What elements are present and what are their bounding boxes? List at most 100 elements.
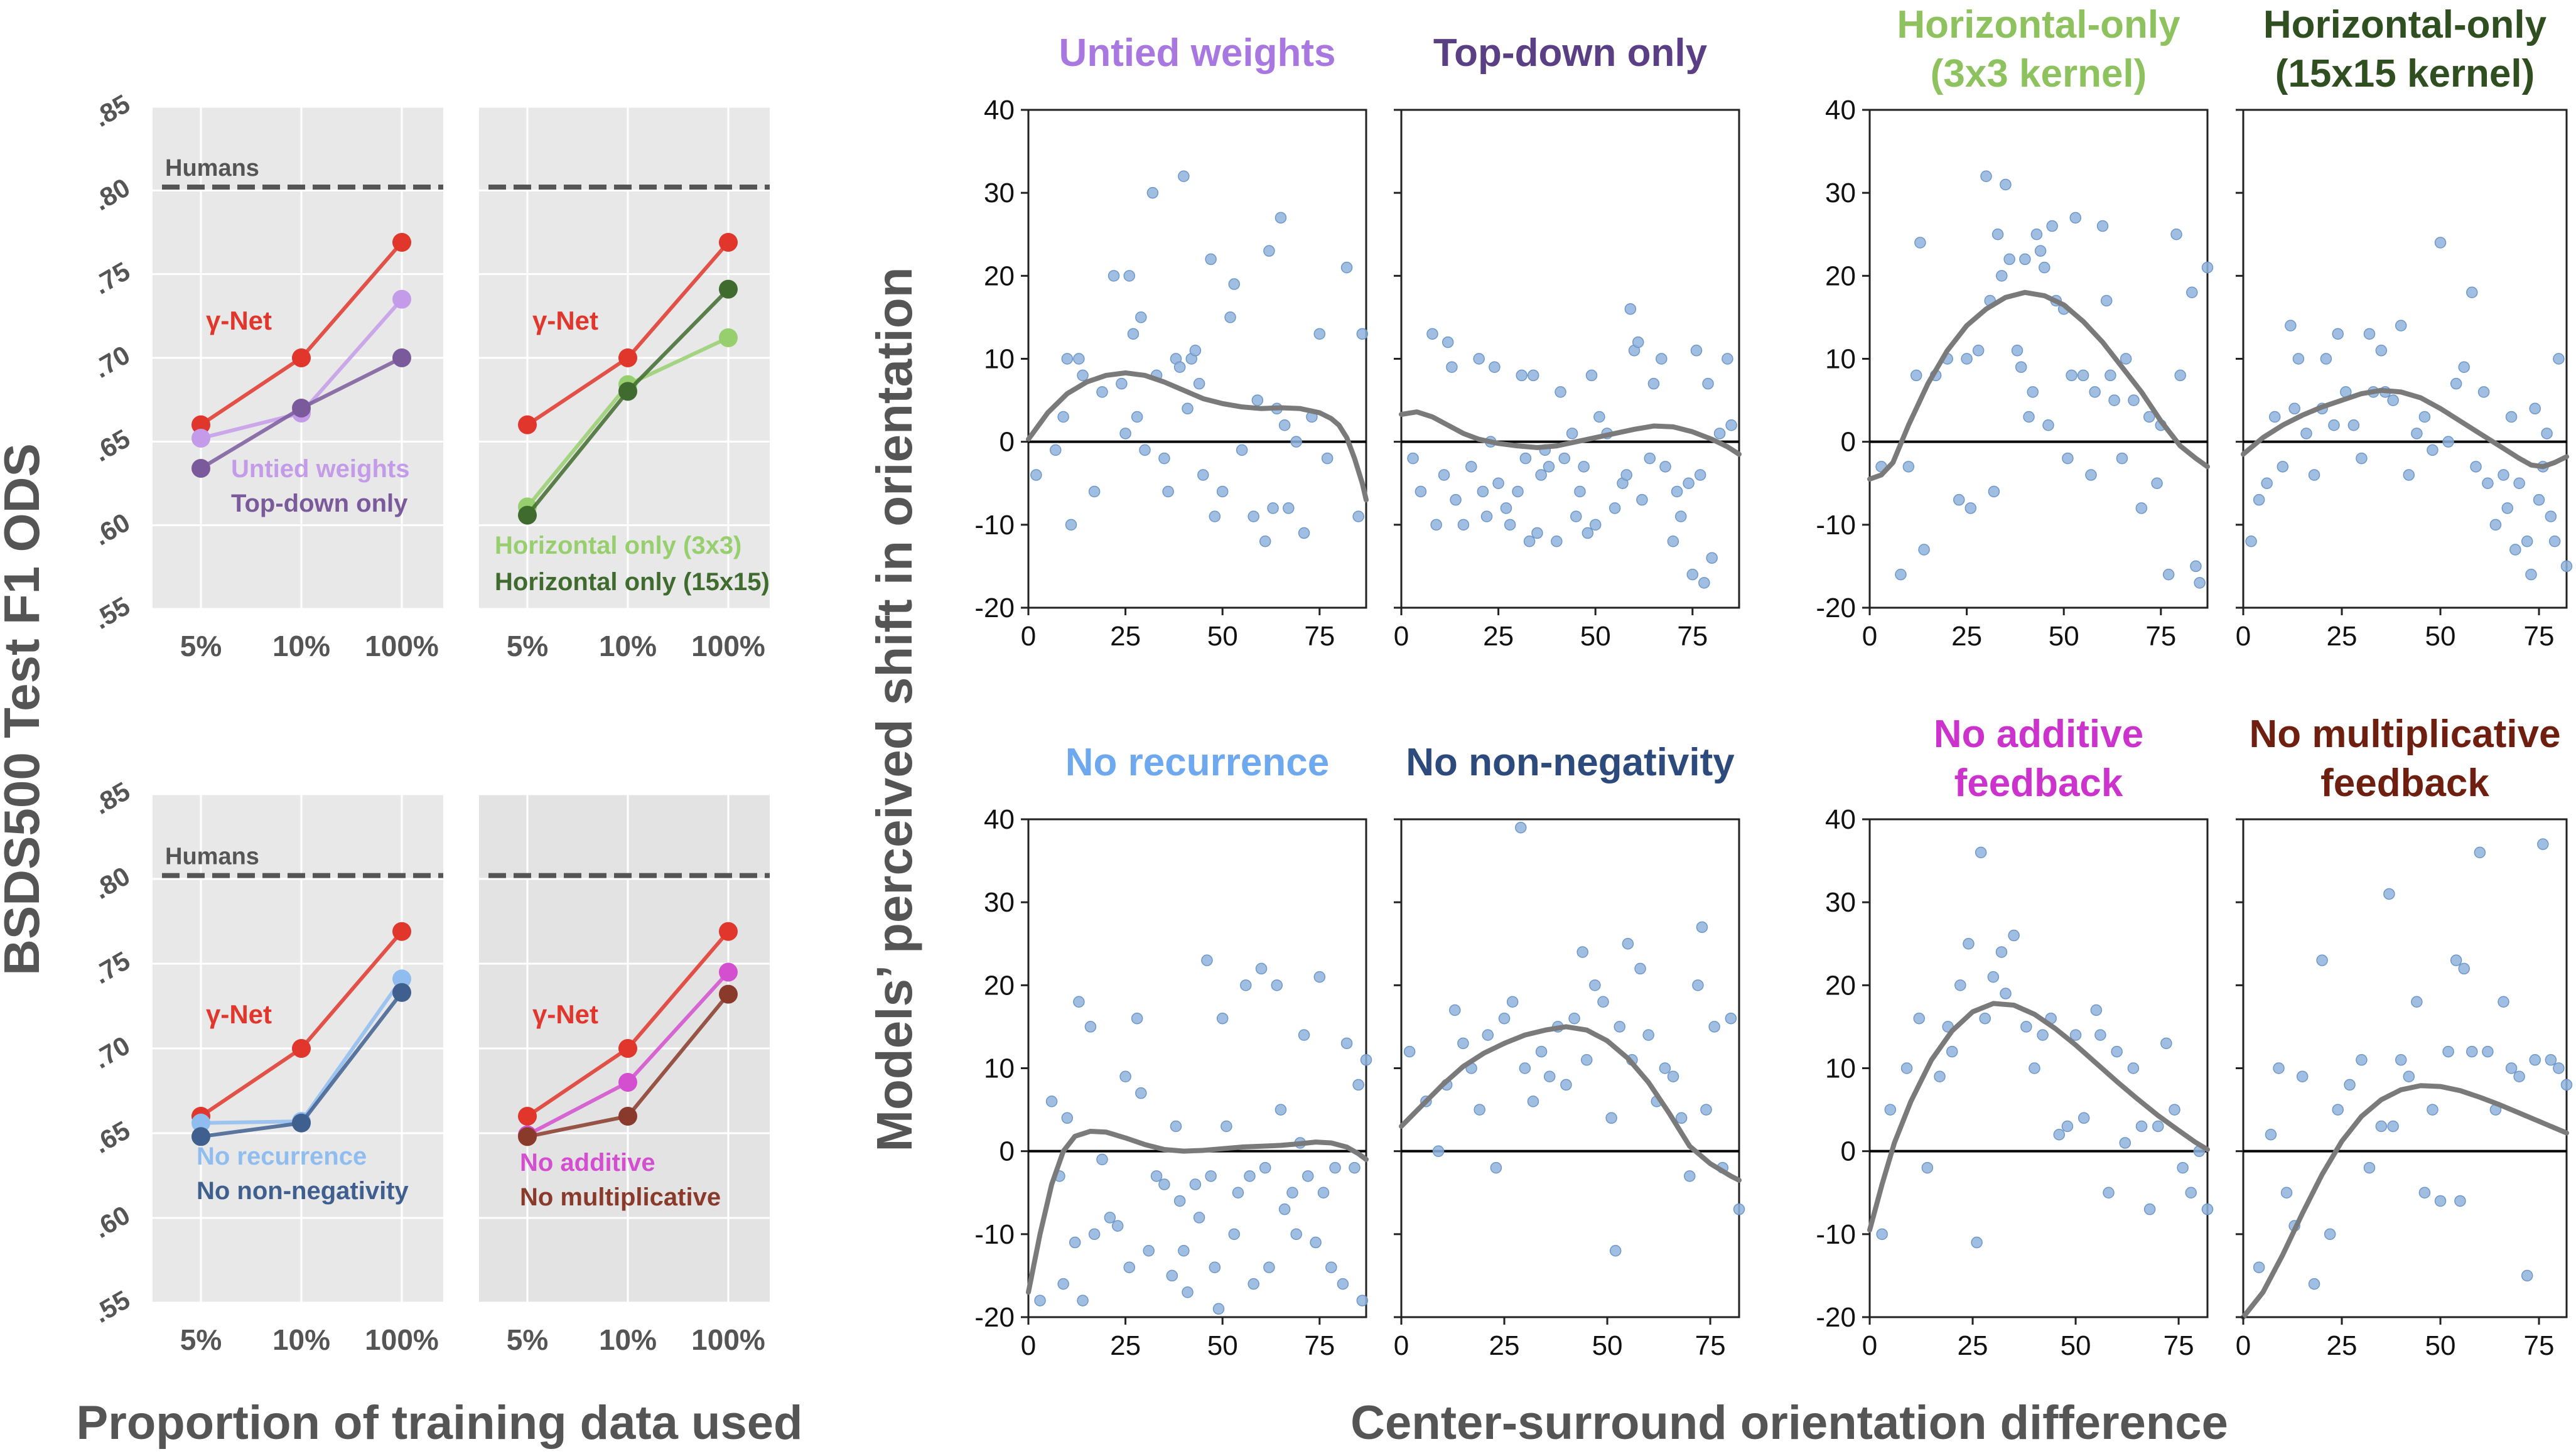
x-tick-label: 0 [1862,621,1877,652]
data-point [2116,452,2128,465]
data-point [1232,1187,1244,1198]
orientation-shift-charts: 0 25 50 75 -20 -10 0 10 20 30 40 Untied weights 0 25 5… [974,3,2573,1361]
y-tick-label: 0 [1841,427,1856,458]
humans-label: Humans [165,155,259,181]
data-point [1088,485,1101,498]
data-point [1482,1029,1494,1041]
data-point [2466,286,2478,299]
data-point [1360,1054,1372,1066]
y-tick-label: 30 [1825,887,1856,918]
series-point [518,505,537,525]
data-point [1696,921,1708,934]
data-point [1107,270,1120,282]
series-label: Horizontal only (15x15) [495,568,770,596]
data-point [1050,444,1062,456]
y-tick-label: .85 [89,89,135,132]
data-point [2000,988,2012,999]
data-point [1212,1303,1225,1315]
data-point [2162,568,2175,581]
data-point [1954,979,1966,991]
data-point [1119,428,1131,439]
left-x-axis-label: Proportion of training data used [77,1396,803,1450]
data-point [1535,1045,1548,1058]
data-point [2418,411,2431,423]
data-point [2442,1045,2454,1058]
y-tick-label: -10 [1816,510,1856,541]
data-point [2185,1187,2197,1198]
x-tick-label: 25 [1958,1330,1988,1361]
data-point [1438,469,1450,481]
data-point [1278,1203,1291,1215]
x-tick-label: 50 [1580,621,1611,652]
data-point [1684,1170,1696,1182]
x-tick-label: 50 [1207,621,1238,652]
data-point [1189,1178,1202,1190]
data-point [2029,1062,2040,1074]
data-point [2498,469,2509,481]
y-tick-label: 10 [1825,344,1856,375]
data-point [1045,1096,1058,1107]
data-point [1656,353,1668,365]
data-point [1490,1161,1502,1174]
data-point [1321,452,1334,465]
data-point [1197,469,1209,481]
data-point [2320,353,2332,365]
x-tick-label: 25 [2327,621,2358,652]
data-point [2003,253,2015,266]
data-point [2085,469,2097,481]
data-point [2039,261,2051,274]
data-point [1337,1278,1349,1290]
x-tick-label: 75 [1677,621,1708,652]
x-tick-label: 0 [2236,1330,2251,1361]
data-point [2135,1120,2148,1133]
data-point [1236,444,1248,456]
data-point [1442,336,1454,348]
x-tick-label: 10% [599,630,657,662]
data-point [1313,971,1326,983]
y-tick-label: 40 [1825,804,1856,835]
data-point [1034,1295,1046,1306]
data-point [1096,1153,1108,1166]
data-point [1298,527,1310,539]
right-x-axis-label: Center-surround orientation difference [1350,1396,2228,1450]
data-point [2027,386,2039,398]
series-label: No recurrence [197,1143,367,1170]
data-point [2061,1120,2074,1133]
data-point [2395,320,2407,331]
data-point [2505,411,2518,423]
data-point [2023,411,2035,423]
data-point [2560,1079,2573,1091]
x-tick-label: 50 [2425,621,2456,652]
fit-curve [1399,409,1742,457]
data-point [1987,971,2000,983]
data-point [1609,1245,1622,1257]
data-point [1671,485,1683,498]
series-point [719,962,738,982]
x-tick-label: 5% [180,1323,222,1356]
data-point [2190,560,2202,573]
series-point [719,279,738,299]
data-point [1504,519,1516,531]
data-point [2042,419,2054,431]
plot-frame [1868,109,2209,609]
y-tick-label: 10 [984,1053,1015,1084]
f1-charts: .55 .60 .65 .70 .75 .80 .85 5% 10% 100% Humans γ-Ne… [89,89,770,1356]
y-tick-label: .75 [89,256,135,300]
x-tick-label: 50 [2061,1330,2091,1361]
data-point [1061,353,1074,365]
data-point [2375,1120,2388,1133]
data-point [1340,261,1353,274]
data-point [1104,1212,1116,1224]
data-point [1636,493,1648,506]
data-point [2265,1128,2277,1141]
data-point [1988,485,2000,498]
series-point [191,415,210,434]
data-point [2160,1037,2172,1050]
data-point [2066,369,2078,382]
data-point [1259,1161,1271,1174]
data-point [1971,1236,1983,1249]
data-point [1991,229,2004,240]
data-point [2332,1104,2344,1116]
data-point [1135,311,1147,323]
series-point [618,1039,637,1058]
